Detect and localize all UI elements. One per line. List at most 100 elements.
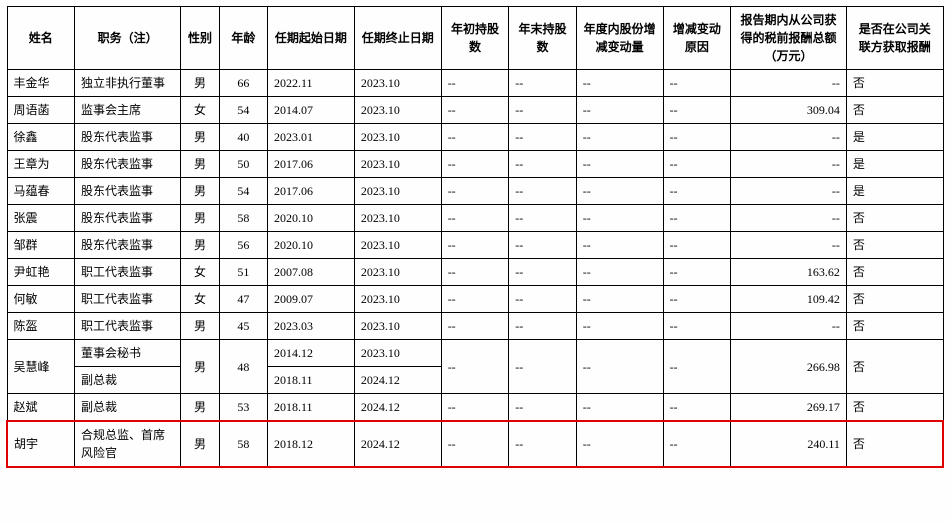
table-cell: 何敏: [7, 286, 75, 313]
table-cell: --: [441, 70, 509, 97]
table-cell: 2017.06: [268, 178, 355, 205]
table-cell: --: [663, 421, 731, 467]
col-header: 性别: [181, 7, 220, 70]
table-row: 张震股东代表监事男582020.102023.10----------否: [7, 205, 943, 232]
table-cell: 66: [219, 70, 267, 97]
table-cell: 女: [181, 259, 220, 286]
col-header: 任期起始日期: [268, 7, 355, 70]
table-cell: --: [509, 151, 577, 178]
table-cell: 58: [219, 205, 267, 232]
table-row: 陈盔职工代表监事男452023.032023.10----------否: [7, 313, 943, 340]
split-value: 2018.11: [268, 367, 354, 393]
table-cell: 2024.12: [354, 421, 441, 467]
table-cell: --: [731, 178, 847, 205]
table-row: 吴慧峰董事会秘书副总裁男482014.122018.112023.102024.…: [7, 340, 943, 394]
table-cell: 2014.07: [268, 97, 355, 124]
table-cell: 赵斌: [7, 394, 75, 422]
table-cell: 副总裁: [75, 394, 181, 422]
table-cell: --: [509, 340, 577, 394]
table-cell: --: [441, 178, 509, 205]
table-row: 何敏职工代表监事女472009.072023.10--------109.42否: [7, 286, 943, 313]
table-cell: --: [663, 313, 731, 340]
table-cell: 2023.10: [354, 313, 441, 340]
table-cell: --: [441, 286, 509, 313]
table-cell: --: [441, 205, 509, 232]
table-cell: 50: [219, 151, 267, 178]
table-cell: 2023.10: [354, 97, 441, 124]
table-cell: --: [663, 205, 731, 232]
table-cell: --: [731, 70, 847, 97]
table-cell: 张震: [7, 205, 75, 232]
table-cell: 2023.10: [354, 205, 441, 232]
table-row: 赵斌副总裁男532018.112024.12--------269.17否: [7, 394, 943, 422]
table-header-row: 姓名职务（注）性别年龄任期起始日期任期终止日期年初持股数年末持股数年度内股份增减…: [7, 7, 943, 70]
table-cell: 否: [846, 394, 943, 422]
table-cell: --: [509, 205, 577, 232]
table-cell: --: [663, 97, 731, 124]
table-cell: --: [576, 124, 663, 151]
table-cell: --: [441, 151, 509, 178]
table-cell: 266.98: [731, 340, 847, 394]
table-cell: --: [509, 421, 577, 467]
table-cell: 股东代表监事: [75, 124, 181, 151]
table-cell: 合规总监、首席风险官: [75, 421, 181, 467]
table-row: 王章为股东代表监事男502017.062023.10----------是: [7, 151, 943, 178]
table-cell: 47: [219, 286, 267, 313]
table-cell: 309.04: [731, 97, 847, 124]
table-cell: --: [731, 205, 847, 232]
table-cell: --: [663, 259, 731, 286]
table-cell: 2023.10: [354, 286, 441, 313]
table-cell: 240.11: [731, 421, 847, 467]
col-header: 任期终止日期: [354, 7, 441, 70]
table-cell: 269.17: [731, 394, 847, 422]
table-cell: --: [576, 286, 663, 313]
table-cell: 陈盔: [7, 313, 75, 340]
table-cell: 周语菡: [7, 97, 75, 124]
table-cell: 独立非执行董事: [75, 70, 181, 97]
table-row: 丰金华独立非执行董事男662022.112023.10----------否: [7, 70, 943, 97]
table-cell: 股东代表监事: [75, 178, 181, 205]
table-cell: 否: [846, 286, 943, 313]
table-cell: --: [576, 421, 663, 467]
table-cell: --: [731, 124, 847, 151]
table-cell: 职工代表监事: [75, 259, 181, 286]
table-cell: --: [441, 421, 509, 467]
table-cell: --: [509, 394, 577, 422]
table-cell: 2018.11: [268, 394, 355, 422]
table-cell: --: [663, 151, 731, 178]
table-row: 周语菡监事会主席女542014.072023.10--------309.04否: [7, 97, 943, 124]
table-cell: --: [663, 286, 731, 313]
table-cell: --: [576, 313, 663, 340]
table-cell: --: [731, 232, 847, 259]
table-cell: 职工代表监事: [75, 286, 181, 313]
col-header: 年龄: [219, 7, 267, 70]
table-cell: 丰金华: [7, 70, 75, 97]
split-value: 副总裁: [75, 367, 180, 393]
table-cell: 2023.03: [268, 313, 355, 340]
table-cell: --: [441, 259, 509, 286]
table-cell: --: [663, 178, 731, 205]
compensation-table: 姓名职务（注）性别年龄任期起始日期任期终止日期年初持股数年末持股数年度内股份增减…: [6, 6, 944, 468]
table-cell: 尹虹艳: [7, 259, 75, 286]
table-cell: 2023.10: [354, 151, 441, 178]
table-cell: 男: [181, 421, 220, 467]
table-cell: 2020.10: [268, 205, 355, 232]
table-cell: 吴慧峰: [7, 340, 75, 394]
table-cell: --: [441, 340, 509, 394]
table-cell: 邹群: [7, 232, 75, 259]
table-cell: 是: [846, 124, 943, 151]
table-cell: --: [663, 70, 731, 97]
table-row: 徐鑫股东代表监事男402023.012023.10----------是: [7, 124, 943, 151]
table-cell: --: [441, 313, 509, 340]
table-cell: 2022.11: [268, 70, 355, 97]
table-cell: --: [731, 151, 847, 178]
table-cell: 男: [181, 151, 220, 178]
table-cell: 40: [219, 124, 267, 151]
table-cell: 2017.06: [268, 151, 355, 178]
table-cell: 否: [846, 232, 943, 259]
table-row: 马蕴春股东代表监事男542017.062023.10----------是: [7, 178, 943, 205]
table-cell: 54: [219, 178, 267, 205]
table-cell: 2024.12: [354, 394, 441, 422]
table-cell: 58: [219, 421, 267, 467]
table-cell: 2023.10: [354, 178, 441, 205]
